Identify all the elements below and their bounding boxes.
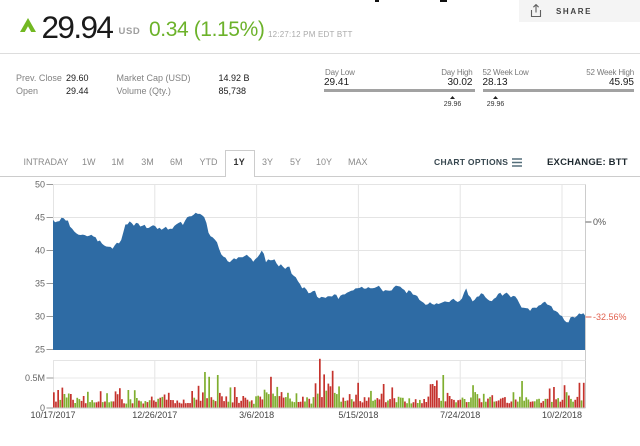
svg-text:50: 50	[35, 180, 45, 190]
svg-text:35: 35	[35, 279, 45, 289]
svg-text:10/2/2018: 10/2/2018	[542, 410, 582, 420]
svg-text:40: 40	[35, 246, 45, 256]
svg-text:-32.56%: -32.56%	[593, 312, 627, 322]
svg-text:3/6/2018: 3/6/2018	[239, 410, 274, 420]
svg-text:0: 0	[40, 403, 45, 413]
svg-text:10/17/2017: 10/17/2017	[30, 410, 75, 420]
svg-text:25: 25	[35, 345, 45, 355]
svg-text:7/24/2018: 7/24/2018	[440, 410, 480, 420]
svg-text:30: 30	[35, 312, 45, 322]
svg-text:0.5M: 0.5M	[25, 373, 45, 383]
svg-text:45: 45	[35, 213, 45, 223]
svg-text:0%: 0%	[593, 217, 606, 227]
svg-text:5/15/2018: 5/15/2018	[338, 410, 378, 420]
svg-text:12/26/2017: 12/26/2017	[132, 410, 177, 420]
